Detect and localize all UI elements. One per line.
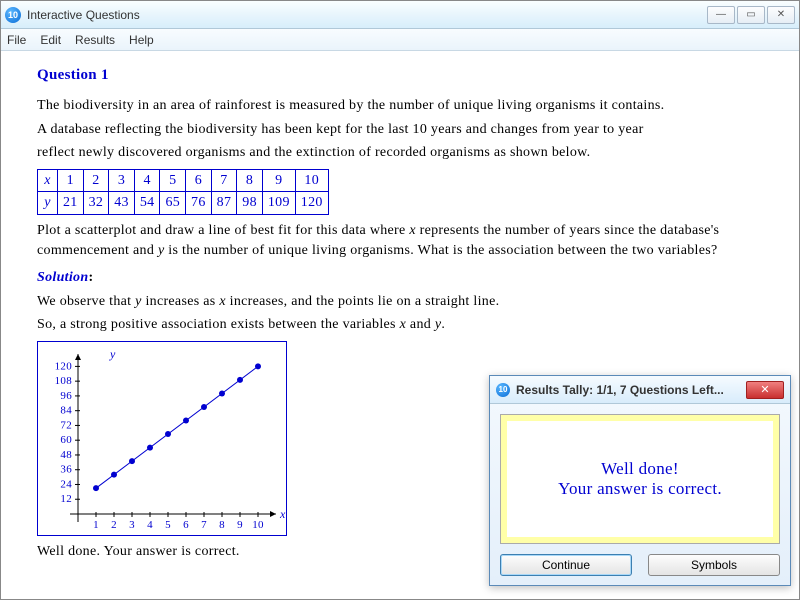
menu-edit[interactable]: Edit (40, 33, 61, 47)
table-cell: 9 (262, 169, 295, 192)
table-cell: 6 (186, 169, 212, 192)
svg-text:120: 120 (55, 360, 73, 372)
svg-text:48: 48 (60, 449, 72, 461)
data-table: x12345678910 y2132435465768798109120 (37, 169, 329, 215)
table-cell: 98 (237, 192, 263, 215)
svg-text:72: 72 (60, 419, 72, 431)
dialog-title: Results Tally: 1/1, 7 Questions Left... (516, 383, 746, 397)
dialog-buttons: Continue Symbols (500, 554, 780, 576)
svg-text:1: 1 (93, 519, 99, 531)
svg-text:84: 84 (60, 405, 72, 417)
svg-text:3: 3 (129, 519, 135, 531)
table-cell: x (38, 169, 58, 192)
table-cell: 8 (237, 169, 263, 192)
svg-text:6: 6 (183, 519, 189, 531)
table-cell: 109 (262, 192, 295, 215)
table-cell: 3 (109, 169, 135, 192)
question-text-1: The biodiversity in an area of rainfores… (37, 96, 763, 116)
svg-text:7: 7 (201, 519, 207, 531)
solution-heading: Solution: (37, 268, 763, 288)
table-cell: 1 (58, 169, 84, 192)
dialog-msg-line-1: Well done! (601, 459, 679, 479)
svg-text:9: 9 (237, 519, 243, 531)
dialog-panel: Well done! Your answer is correct. (500, 414, 780, 544)
maximize-button[interactable]: ▭ (737, 6, 765, 24)
table-cell: 65 (160, 192, 186, 215)
continue-button[interactable]: Continue (500, 554, 632, 576)
titlebar: 10 Interactive Questions — ▭ ✕ (1, 1, 799, 29)
svg-text:10: 10 (252, 519, 264, 531)
svg-text:y: y (109, 347, 116, 361)
question-text-2: A database reflecting the biodiversity h… (37, 120, 763, 140)
symbols-button[interactable]: Symbols (648, 554, 780, 576)
table-cell: y (38, 192, 58, 215)
svg-text:36: 36 (60, 464, 72, 476)
solution-line-2: So, a strong positive association exists… (37, 315, 763, 335)
table-cell: 4 (134, 169, 160, 192)
table-cell: 7 (211, 169, 237, 192)
app-icon: 10 (5, 7, 21, 23)
table-cell: 43 (109, 192, 135, 215)
minimize-button[interactable]: — (707, 6, 735, 24)
chart-svg: 123456789101224364860728496108120xy (38, 342, 288, 537)
menu-results[interactable]: Results (75, 33, 115, 47)
svg-text:x: x (279, 507, 286, 521)
table-cell: 21 (58, 192, 84, 215)
results-dialog: 10 Results Tally: 1/1, 7 Questions Left.… (489, 375, 791, 586)
table-cell: 76 (186, 192, 212, 215)
table-cell: 120 (295, 192, 328, 215)
table-cell: 54 (134, 192, 160, 215)
menu-file[interactable]: File (7, 33, 26, 47)
svg-text:12: 12 (60, 493, 72, 505)
scatter-chart: 123456789101224364860728496108120xy (37, 341, 287, 536)
table-cell: 2 (83, 169, 109, 192)
table-cell: 32 (83, 192, 109, 215)
question-heading: Question 1 (37, 65, 763, 86)
main-window: 10 Interactive Questions — ▭ ✕ File Edit… (0, 0, 800, 600)
svg-text:24: 24 (60, 478, 72, 490)
svg-text:4: 4 (147, 519, 153, 531)
dialog-body: Well done! Your answer is correct. Conti… (490, 404, 790, 586)
menu-help[interactable]: Help (129, 33, 154, 47)
close-button[interactable]: ✕ (767, 6, 795, 24)
dialog-msg-line-2: Your answer is correct. (558, 479, 722, 499)
dialog-message: Well done! Your answer is correct. (507, 421, 773, 537)
window-title: Interactive Questions (27, 8, 707, 22)
svg-text:96: 96 (60, 390, 72, 402)
window-buttons: — ▭ ✕ (707, 6, 795, 24)
table-cell: 87 (211, 192, 237, 215)
svg-text:8: 8 (219, 519, 225, 531)
question-text-3: reflect newly discovered organisms and t… (37, 143, 763, 163)
dialog-close-button[interactable]: ✕ (746, 381, 784, 399)
dialog-titlebar: 10 Results Tally: 1/1, 7 Questions Left.… (490, 376, 790, 404)
dialog-icon: 10 (496, 383, 510, 397)
svg-text:60: 60 (60, 434, 72, 446)
svg-text:5: 5 (165, 519, 171, 531)
question-text-4: Plot a scatterplot and draw a line of be… (37, 221, 763, 260)
table-cell: 5 (160, 169, 186, 192)
solution-line-1: We observe that y increases as x increas… (37, 292, 763, 312)
svg-text:108: 108 (55, 375, 73, 387)
svg-text:2: 2 (111, 519, 117, 531)
menubar: File Edit Results Help (1, 29, 799, 51)
table-cell: 10 (295, 169, 328, 192)
